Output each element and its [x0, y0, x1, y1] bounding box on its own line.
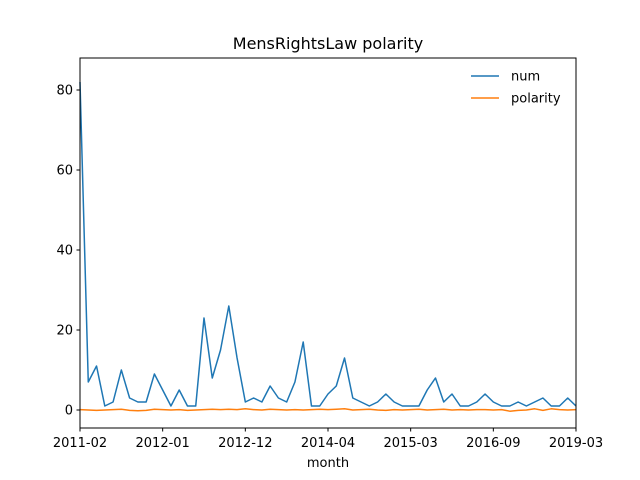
y-tick-label: 0 [65, 404, 73, 419]
x-tick-label: 2019-03 [549, 436, 603, 451]
x-tick-label: 2012-01 [136, 436, 190, 451]
y-tick-label: 80 [56, 84, 73, 99]
y-tick-label: 40 [56, 244, 73, 259]
x-axis-label: month [307, 456, 349, 471]
series-line-polarity [79, 408, 577, 412]
legend-label-polarity: polarity [511, 92, 561, 107]
x-tick-label: 2016-09 [466, 436, 520, 451]
legend-label-num: num [511, 70, 540, 85]
chart-title: MensRightsLaw polarity [233, 34, 423, 53]
x-tick-label: 2011-02 [53, 436, 107, 451]
x-tick-label: 2012-12 [218, 436, 272, 451]
y-tick-label: 60 [56, 164, 73, 179]
x-tick-label: 2014-04 [301, 436, 355, 451]
x-tick-label: 2015-03 [384, 436, 438, 451]
legend: num polarity [471, 70, 561, 107]
series-group [79, 81, 577, 412]
series-line-num [79, 81, 577, 407]
y-axis: 0 20 40 60 80 [56, 84, 80, 419]
y-tick-label: 20 [56, 324, 73, 339]
x-axis: 2011-02 2012-01 2012-12 2014-04 2015-03 2016-… [53, 428, 603, 451]
